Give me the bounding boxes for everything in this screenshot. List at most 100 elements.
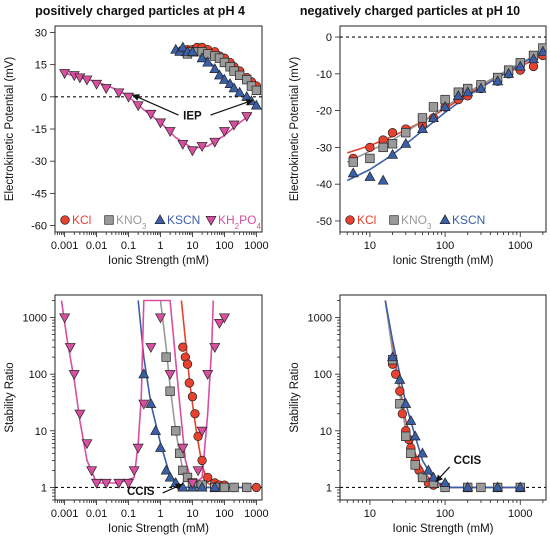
point-kscn <box>492 75 504 86</box>
point-kscn <box>405 415 417 425</box>
annotation-arrowhead <box>245 99 254 106</box>
point-kno3 <box>242 482 252 493</box>
point-kscn <box>228 82 240 93</box>
point-kscn <box>452 90 464 100</box>
point-kscn <box>492 481 504 492</box>
point-kh2po4 <box>209 343 221 353</box>
point-kscn <box>462 481 474 492</box>
point-kscn <box>196 481 208 492</box>
y-tick-label: 1000 <box>23 313 47 325</box>
x-tick-label: 1 <box>157 508 163 520</box>
point-kscn <box>250 99 262 110</box>
y-tick-label: 10 <box>320 426 332 438</box>
point-kcl <box>395 386 405 396</box>
point-kh2po4 <box>228 120 240 131</box>
point-kscn <box>364 171 376 181</box>
point-kno3 <box>417 472 428 483</box>
right-column-title: negatively charged particles at pH 10 <box>300 4 520 18</box>
point-kcl <box>184 378 195 388</box>
top-right-panel: 10 100 1000 0 -10 -20 -30 -40 -50 Ionic Strength … <box>289 25 547 267</box>
x-tick-label: 10 <box>364 240 376 252</box>
point-kh2po4 <box>155 118 166 129</box>
y-tick-label: 0 <box>41 92 47 104</box>
annotation-label: CCIS <box>454 455 482 467</box>
point-kh2po4 <box>138 399 150 410</box>
point-kh2po4 <box>202 370 214 380</box>
x-tick-label: 100 <box>436 508 454 520</box>
point-kh2po4 <box>218 313 230 324</box>
point-kno3 <box>251 85 262 96</box>
y-tick-label: 100 <box>314 369 332 381</box>
x-tick-label: 1000 <box>244 508 268 520</box>
y-tick-label: 1000 <box>308 313 332 325</box>
y-tick-label: -20 <box>316 106 332 118</box>
point-kscn <box>475 82 487 93</box>
point-kh2po4 <box>86 466 98 477</box>
point-kscn <box>160 464 172 475</box>
point-kscn <box>400 137 412 148</box>
point-kh2po4 <box>123 478 135 489</box>
y-tick-label: 1 <box>326 482 332 494</box>
legend-marker-kh2po4 <box>205 215 217 226</box>
y-tick-label: 100 <box>29 369 47 381</box>
point-kscn <box>209 63 221 73</box>
point-kh2po4 <box>213 318 225 329</box>
point-kh2po4 <box>81 75 93 86</box>
x-axis-label: Ionic Strength (mM) <box>108 255 209 267</box>
point-kh2po4 <box>81 439 93 450</box>
point-kcl <box>251 482 262 493</box>
legend-marker-kscn <box>154 214 166 225</box>
point-kscn <box>138 368 150 379</box>
y-axis-label: Electrokinetic Potential (mV) <box>289 57 301 202</box>
point-kno3 <box>348 157 358 167</box>
point-kcl <box>528 61 539 72</box>
point-kscn <box>400 397 412 408</box>
legend: KCl KNO3 KSCN <box>345 213 485 231</box>
point-kno3 <box>378 142 388 153</box>
legend-label-kno3: KNO3 <box>401 213 432 231</box>
point-kscn <box>439 477 451 488</box>
annotation-label: CCIS <box>127 486 155 498</box>
x-axis-label: Ionic Strength (mM) <box>108 523 209 535</box>
x-tick-label: 10 <box>186 508 198 520</box>
point-kscn <box>422 464 434 475</box>
point-kh2po4 <box>91 79 103 90</box>
point-kno3 <box>417 113 428 123</box>
x-tick-label: 1000 <box>244 240 268 252</box>
point-kscn <box>387 148 399 159</box>
point-kscn <box>196 52 208 63</box>
x-tick-label: 10 <box>364 508 376 520</box>
point-kno3 <box>178 465 188 476</box>
point-kcl <box>190 409 200 419</box>
plot-area <box>59 299 262 493</box>
fit-curve-kh2po4 <box>60 299 215 486</box>
point-kno3 <box>242 74 252 85</box>
y-tick-label: -45 <box>31 188 47 200</box>
annotation-arrowhead <box>435 474 444 482</box>
bottom-left-panel: 0.001 0.01 0.1 1 10 100 1000 1 10 100 1000 Ionic St… <box>4 294 269 535</box>
point-kscn <box>177 41 189 52</box>
point-kno3 <box>401 431 411 441</box>
x-tick-label: 100 <box>215 240 233 252</box>
point-kscn <box>150 424 162 435</box>
point-kscn <box>416 447 428 458</box>
legend-label-kcl: KCl <box>357 213 376 227</box>
legend-marker-kno3 <box>104 215 114 225</box>
y-tick-label: 15 <box>35 60 47 72</box>
point-kcl <box>187 392 198 402</box>
fit-curve-kscn <box>346 51 544 182</box>
point-kh2po4 <box>186 146 198 157</box>
top-left-panel: 0.001 0.01 0.1 1 10 100 1000 30 15 0 -15 -30 -45 -60 I… <box>4 25 269 267</box>
x-tick-label: 0.01 <box>86 240 107 252</box>
left-column-title: positively charged particles at pH 4 <box>35 4 245 18</box>
point-kh2po4 <box>100 478 112 489</box>
point-kh2po4 <box>132 101 144 112</box>
point-kscn <box>218 73 230 84</box>
point-kh2po4 <box>192 466 204 477</box>
x-tick-label: 0.001 <box>51 508 79 520</box>
point-kscn <box>186 45 198 56</box>
point-kh2po4 <box>145 343 157 353</box>
legend-marker-kscn <box>439 214 451 225</box>
point-kh2po4 <box>91 478 103 489</box>
